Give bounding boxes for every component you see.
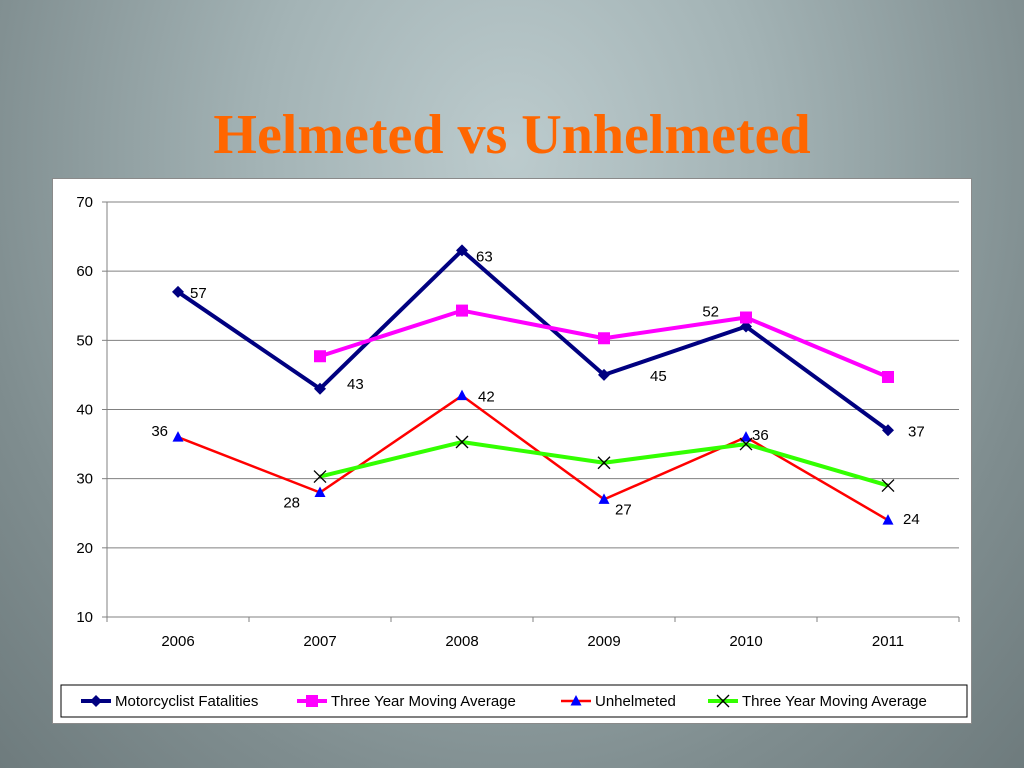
data-point-diamond [172, 285, 184, 298]
legend: Motorcyclist Fatalities Three Year Moving… [60, 684, 968, 718]
data-label: 24 [903, 511, 920, 528]
line-chart: 10 20 30 40 50 60 70 2006 2007 2008 2009 2010 2011 57… [60, 194, 968, 718]
data-point-x [739, 437, 753, 451]
legend-item: Three Year Moving Average [297, 693, 516, 710]
x-marker-stroke [716, 694, 730, 708]
x-tick-label: 2010 [729, 633, 762, 650]
y-tick-label: 70 [76, 194, 93, 211]
data-point-x [716, 694, 730, 708]
data-point-triangle [598, 493, 610, 504]
y-tick-label: 50 [76, 332, 93, 349]
data-label: 57 [190, 285, 207, 302]
x-marker-stroke [739, 437, 753, 451]
legend-label: Three Year Moving Average [331, 693, 516, 710]
legend-label: Three Year Moving Average [742, 693, 927, 710]
data-label: 43 [347, 376, 364, 393]
data-label: 27 [615, 501, 632, 518]
legend-item: Motorcyclist Fatalities [81, 693, 258, 710]
legend-item: Unhelmeted [561, 693, 676, 710]
data-point-diamond [598, 368, 610, 381]
data-label: 42 [478, 389, 495, 406]
y-tick-label: 40 [76, 402, 93, 419]
data-label: 45 [650, 368, 667, 385]
series-1 [314, 304, 894, 383]
x-tick-label: 2009 [587, 633, 620, 650]
x-marker-stroke [881, 479, 895, 493]
data-point-triangle [570, 695, 582, 706]
data-point-triangle [456, 389, 468, 401]
data-point-square [314, 350, 326, 363]
y-tick-label: 10 [76, 609, 93, 626]
data-point-diamond [456, 244, 468, 257]
legend-box [60, 684, 968, 718]
x-tick-label: 2008 [445, 633, 478, 650]
data-point-square [740, 311, 752, 324]
series-3 [313, 435, 895, 493]
data-point-x [455, 435, 469, 449]
y-tick-label: 20 [76, 540, 93, 557]
x-marker-stroke [313, 470, 327, 484]
legend-label: Unhelmeted [595, 693, 676, 710]
x-marker-stroke [455, 435, 469, 449]
data-point-square [306, 695, 318, 707]
chart-frame: 10 20 30 40 50 60 70 2006 2007 2008 2009 2010 2011 57… [52, 178, 972, 724]
y-tick-label: 30 [76, 471, 93, 488]
data-label: 36 [151, 423, 168, 440]
x-marker-stroke [597, 456, 611, 470]
data-point-triangle [314, 486, 326, 497]
data-label: 37 [908, 423, 925, 440]
slide-title: Helmeted vs Unhelmeted [213, 104, 811, 166]
data-point-x [881, 479, 895, 493]
series-0: 57 43 63 45 52 37 [172, 244, 925, 440]
data-point-square [882, 370, 894, 383]
legend-label: Motorcyclist Fatalities [115, 693, 258, 710]
data-label: 63 [476, 248, 493, 265]
x-tick-label: 2006 [161, 633, 194, 650]
series-line [176, 248, 890, 432]
data-point-diamond [314, 382, 326, 395]
data-point-x [597, 456, 611, 470]
data-point-square [598, 332, 610, 345]
legend-item: Three Year Moving Average [708, 693, 927, 710]
x-tick-label: 2007 [303, 633, 336, 650]
data-point-triangle [882, 514, 894, 525]
y-tick-label: 60 [76, 263, 93, 280]
data-point-square [456, 304, 468, 317]
data-label: 36 [752, 427, 769, 444]
data-point-x [313, 470, 327, 484]
x-tick-label: 2011 [872, 633, 904, 650]
data-point-diamond [882, 424, 894, 437]
data-label: 52 [702, 304, 719, 321]
data-label: 28 [283, 495, 300, 512]
data-point-triangle [172, 431, 184, 442]
data-point-triangle [740, 431, 752, 442]
data-point-diamond [90, 695, 102, 707]
